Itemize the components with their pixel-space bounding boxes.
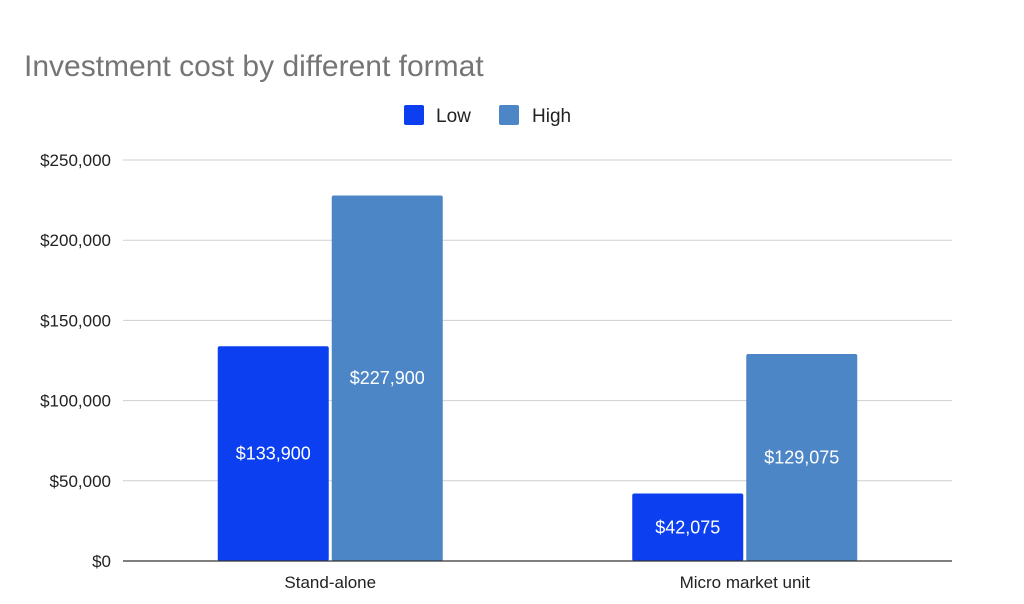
legend-swatch-high — [499, 105, 519, 125]
y-tick-label: $250,000 — [40, 151, 111, 170]
bar-low-1 — [632, 493, 744, 561]
y-tick-label: $200,000 — [40, 231, 111, 250]
y-axis-tick-labels: $0 $50,000 $100,000 $150,000 $200,000 $250,00… — [40, 151, 111, 571]
y-tick-label: $100,000 — [40, 392, 111, 411]
data-label-high-0: $227,900 — [350, 368, 425, 388]
chart-title: Investment cost by different format — [24, 50, 484, 83]
data-label-low-1: $42,075 — [655, 517, 720, 537]
x-category-label: Micro market unit — [680, 573, 811, 592]
bar-low-0 — [217, 346, 329, 561]
x-axis-category-labels: Stand-alone Micro market unit — [284, 573, 810, 592]
legend-label-low: Low — [436, 106, 471, 127]
bars — [217, 195, 858, 561]
data-label-low-0: $133,900 — [236, 444, 311, 464]
x-category-label: Stand-alone — [284, 573, 376, 592]
y-tick-label: $0 — [92, 552, 111, 571]
data-labels: $133,900 $227,900 $42,075 $129,075 — [236, 368, 840, 537]
legend-swatch-low — [404, 105, 424, 125]
y-tick-label: $50,000 — [50, 472, 111, 491]
bar-high-1 — [746, 353, 858, 561]
data-label-high-1: $129,075 — [764, 447, 839, 467]
bar-high-0 — [331, 195, 443, 561]
legend: Low High — [404, 105, 571, 127]
legend-label-high: High — [532, 106, 571, 127]
y-tick-label: $150,000 — [40, 311, 111, 330]
